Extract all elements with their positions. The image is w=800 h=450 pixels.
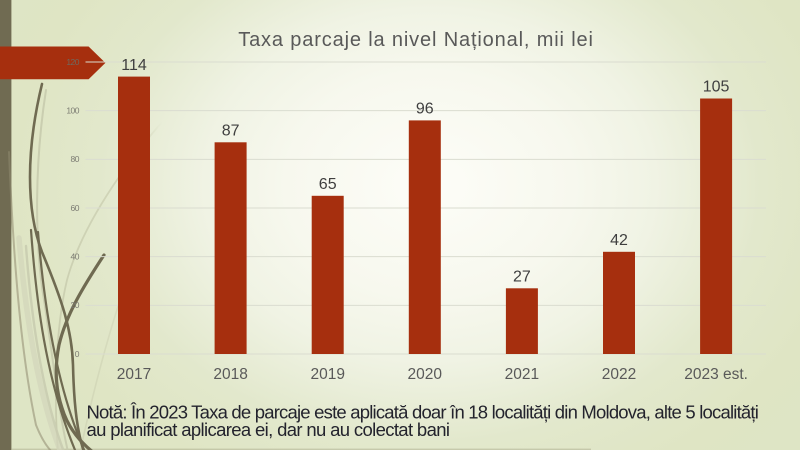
svg-text:2023 est.: 2023 est. [684,366,748,383]
svg-text:27: 27 [513,269,531,286]
svg-text:96: 96 [416,101,434,118]
svg-text:2022: 2022 [602,366,636,383]
svg-text:au planificat aplicarea ei, da: au planificat aplicarea ei, dar nu au co… [87,419,450,440]
svg-text:2018: 2018 [213,366,247,383]
svg-text:2017: 2017 [117,366,151,383]
svg-text:120: 120 [66,57,79,67]
svg-text:2021: 2021 [505,366,539,383]
svg-text:60: 60 [71,203,80,213]
svg-text:100: 100 [66,106,79,116]
svg-text:Notă: În 2023 Taxa de parcaje: Notă: În 2023 Taxa de parcaje este aplic… [87,402,759,423]
svg-text:105: 105 [703,79,730,96]
svg-text:40: 40 [71,252,80,262]
svg-text:Taxa parcaje la nivel Național: Taxa parcaje la nivel Național, mii lei [238,29,594,51]
svg-text:20: 20 [71,300,80,310]
svg-text:42: 42 [610,232,628,249]
svg-text:80: 80 [71,154,80,164]
svg-text:2019: 2019 [310,366,344,383]
svg-text:114: 114 [121,57,147,74]
svg-text:2020: 2020 [408,366,443,383]
svg-text:87: 87 [222,123,240,140]
svg-text:65: 65 [319,176,337,193]
svg-text:0: 0 [75,349,80,359]
